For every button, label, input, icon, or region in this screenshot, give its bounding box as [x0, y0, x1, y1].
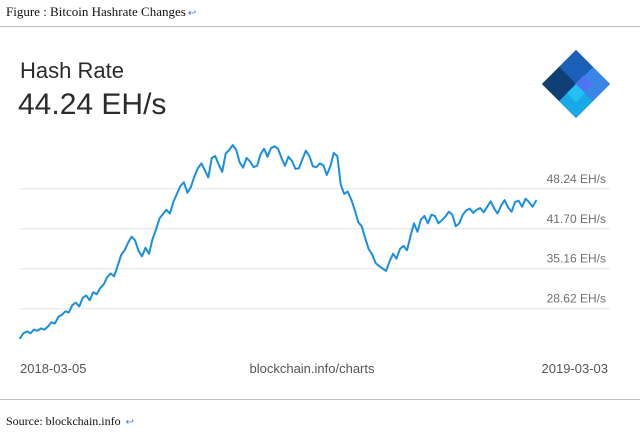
chart-card: Hash Rate 44.24 EH/s 48.24 EH/s 41.70 EH/…	[0, 30, 640, 390]
x-source-label: blockchain.info/charts	[249, 361, 375, 376]
chart-plot: 48.24 EH/s 41.70 EH/s 35.16 EH/s 28.62 EH/s…	[19, 144, 610, 376]
series-line-hash-rate	[19, 144, 537, 340]
x-end-label: 2019-03-03	[542, 361, 609, 376]
y-tick-label: 28.62 EH/s	[547, 292, 606, 306]
return-mark-icon: ↩	[187, 8, 197, 19]
top-rule	[0, 26, 640, 27]
source-note: Source: blockchain.info ↩	[6, 414, 134, 429]
return-mark-icon: ↩	[125, 417, 135, 428]
chart-title: Hash Rate	[20, 58, 124, 83]
y-tick-label: 35.16 EH/s	[547, 252, 606, 266]
current-value: 44.24 EH/s	[18, 88, 167, 121]
figure-caption-text: Figure : Bitcoin Hashrate Changes	[6, 4, 186, 19]
source-text: Source: blockchain.info	[6, 414, 121, 428]
blockchain-logo-icon	[542, 50, 610, 118]
figure-caption: Figure : Bitcoin Hashrate Changes ↩	[6, 4, 196, 20]
y-tick-label: 41.70 EH/s	[547, 212, 606, 226]
y-tick-label: 48.24 EH/s	[547, 172, 606, 186]
bottom-rule	[0, 399, 640, 400]
x-start-label: 2018-03-05	[20, 361, 87, 376]
